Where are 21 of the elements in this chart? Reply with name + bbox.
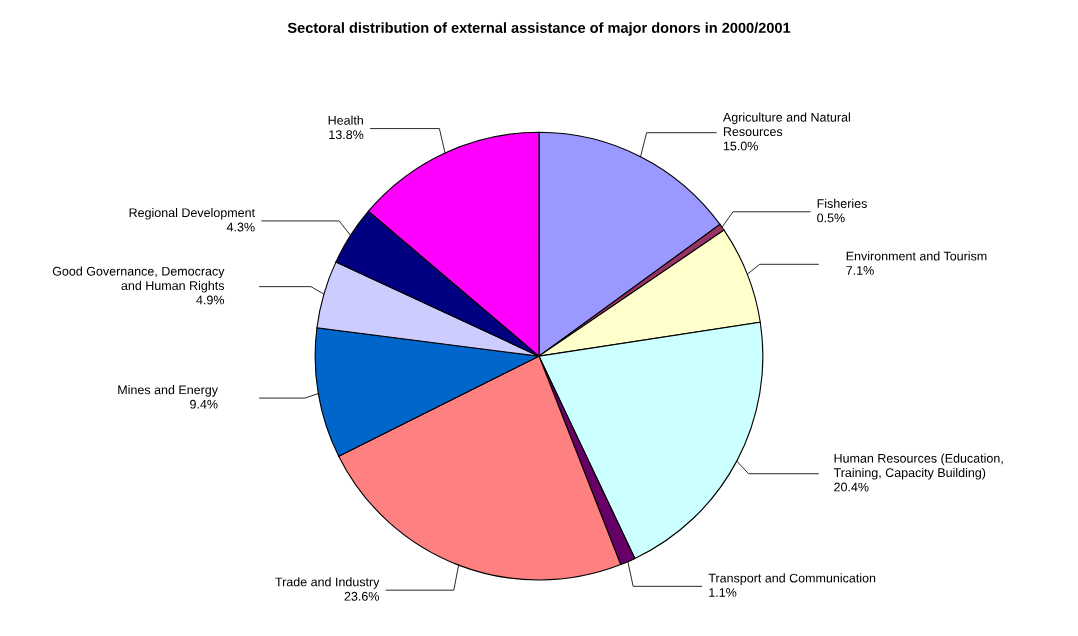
- slice-label: Fisheries: [817, 198, 867, 208]
- data-label: 9.4%: [190, 399, 218, 409]
- slice-label: Transport and Communication: [708, 573, 876, 585]
- slice-label: Trade and Industry: [275, 577, 380, 589]
- data-label: 23.6%: [344, 591, 379, 601]
- slice-label: Agriculture and Natural Resources: [722, 112, 850, 137]
- data-label: 13.8%: [329, 130, 364, 140]
- slice-label: Health: [328, 115, 363, 125]
- slice-label: Mines and Energy: [118, 385, 218, 397]
- slice-label: Regional Development: [129, 207, 255, 220]
- data-label: 0.5%: [817, 213, 845, 223]
- data-label: 4.9%: [196, 295, 225, 305]
- slice-label: Human Resources (Education, Training, Capacity Building): [833, 453, 1003, 480]
- chart-title: Sectoral distribution of external assistance of major donors in 2000/2001: [287, 22, 791, 36]
- data-label: 4.3%: [226, 222, 255, 232]
- data-label: 7.1%: [846, 266, 874, 275]
- data-label: 15.0%: [723, 141, 758, 151]
- data-label: 20.4%: [834, 482, 869, 492]
- slice-label: Environment and Tourism: [846, 251, 987, 261]
- data-label: 1.1%: [709, 588, 737, 597]
- slice-label: Good Governance, Democracy and Human Rights: [52, 266, 225, 293]
